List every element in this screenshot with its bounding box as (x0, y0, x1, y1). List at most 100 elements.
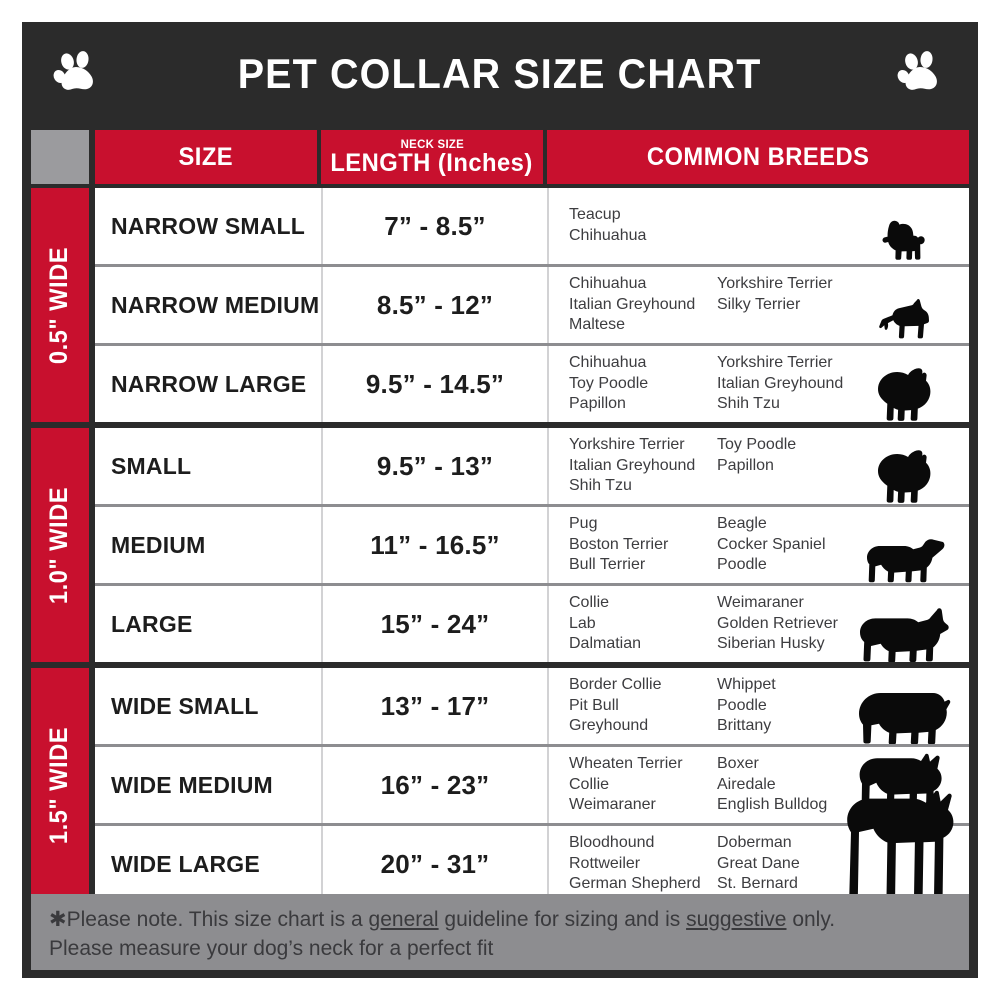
header-cell-length: NECK SIZE LENGTH (Inches) (321, 130, 543, 184)
size-group: 1.5" WIDE WIDE SMALL 13” - 17” Border Colli… (22, 668, 978, 902)
cell-common-breeds: Collie Lab Dalmatian Weimaraner Golden Retri… (547, 586, 969, 662)
breed-list-column: Chihuahua Toy Poodle Papillon (569, 353, 717, 415)
table-row[interactable]: WIDE SMALL 13” - 17” Border Collie Pit Bull… (95, 668, 969, 744)
cell-common-breeds: Yorkshire Terrier Italian Greyhound Shih T… (547, 428, 969, 504)
breed-name: Papillon (717, 456, 774, 474)
breed-list-column: Chihuahua Italian Greyhound Maltese (569, 274, 717, 336)
breed-name: Yorkshire Terrier (717, 274, 833, 292)
paw-print-icon (53, 51, 93, 90)
cell-size-name: NARROW LARGE (111, 370, 307, 397)
breed-name: Collie (569, 775, 610, 793)
cell-size-name: SMALL (111, 452, 192, 479)
cell-size-name: NARROW SMALL (111, 212, 306, 239)
breed-list-column: Border Collie Pit Bull Greyhound (569, 675, 717, 737)
cell-neck-length: 9.5” - 14.5” (321, 346, 547, 422)
cell-size-name: WIDE SMALL (111, 692, 259, 719)
group-width-band: 1.0" WIDE (31, 428, 89, 662)
size-group: 1.0" WIDE SMALL 9.5” - 13” Yorkshire Terrie… (22, 428, 978, 662)
header-size-label: SIZE (178, 142, 234, 171)
breed-name: Yorkshire Terrier (717, 353, 833, 371)
footer-note: ✱Please note. This size chart is a gener… (31, 894, 969, 970)
breed-name: Siberian Husky (717, 635, 825, 653)
breed-name: Boston Terrier (569, 535, 669, 553)
cell-common-breeds: Wheaten Terrier Collie Weimaraner Boxer Aire… (547, 747, 969, 823)
breed-name: Beagle (717, 514, 767, 532)
cell-size-name: LARGE (111, 610, 193, 637)
breed-list-column: Weimaraner Golden Retriever Siberian Husky (717, 593, 865, 655)
cell-common-breeds: Chihuahua Toy Poodle Papillon Yorkshire Ter… (547, 346, 969, 422)
page-title: PET COLLAR SIZE CHART (238, 50, 762, 97)
breed-name: Dalmatian (569, 635, 642, 653)
breed-list-column: Yorkshire Terrier Italian Greyhound Shih T… (717, 353, 865, 415)
table-row[interactable]: NARROW LARGE 9.5” - 14.5” Chihuahua Toy Poo… (95, 343, 969, 422)
cell-size-name: NARROW MEDIUM (111, 291, 320, 318)
breed-name: German Shepherd (569, 875, 701, 893)
header-breeds-label: COMMON BREEDS (646, 142, 870, 171)
breed-name: Poodle (717, 696, 767, 714)
breed-columns: Pug Boston Terrier Bull Terrier Beagle Cocke… (549, 514, 865, 576)
breed-name: Italian Greyhound (569, 456, 696, 474)
footer-underline-general: general (368, 908, 439, 931)
breed-name: St. Bernard (717, 875, 798, 893)
breed-name: Weimaraner (717, 593, 804, 611)
table-row[interactable]: NARROW SMALL 7” - 8.5” Teacup Chihuahua (95, 188, 969, 264)
breed-list-column: Doberman Great Dane St. Bernard (717, 833, 865, 895)
breed-columns: Yorkshire Terrier Italian Greyhound Shih T… (549, 435, 865, 497)
breed-name: Bloodhound (569, 833, 655, 851)
footer-line-1: ✱Please note. This size chart is a gener… (49, 906, 951, 935)
cell-common-breeds: Bloodhound Rottweiler German Shepherd Dober… (547, 790, 969, 902)
breed-name: Whippet (717, 675, 776, 693)
breed-name: Maltese (569, 316, 626, 334)
breed-name: Great Dane (717, 854, 800, 872)
breed-list-column: Yorkshire Terrier Italian Greyhound Shih T… (569, 435, 717, 497)
table-row[interactable]: MEDIUM 11” - 16.5” Pug Boston Terrier Bull T… (95, 504, 969, 583)
cell-neck-length: 7” - 8.5” (321, 188, 547, 264)
breed-name: Wheaten Terrier (569, 754, 683, 772)
breed-name: Teacup (569, 206, 621, 224)
table-row[interactable]: LARGE 15” - 24” Collie Lab Dalmatian Weimaran… (95, 583, 969, 662)
breed-name: Chihuahua (569, 227, 647, 244)
breed-name: Italian Greyhound (717, 374, 844, 392)
breed-name: Poodle (717, 556, 767, 574)
breed-list-column: Boxer Airedale English Bulldog (717, 754, 865, 816)
group-width-label: 1.0" WIDE (45, 486, 74, 604)
group-width-label: 1.5" WIDE (45, 726, 74, 844)
footer-text-b: guideline for sizing and is (438, 908, 687, 931)
breed-name: Weimaraner (569, 796, 656, 814)
cell-size-name: MEDIUM (111, 531, 206, 558)
breed-list-column: Whippet Poodle Brittany (717, 675, 865, 737)
chart-frame: PET COLLAR SIZE CHART SIZE NECK SIZE LEN… (22, 22, 978, 978)
breed-name: Yorkshire Terrier (569, 435, 685, 453)
breed-name: Italian Greyhound (569, 295, 696, 313)
table-row[interactable]: SMALL 9.5” - 13” Yorkshire Terrier Italian … (95, 428, 969, 504)
breed-name: Shih Tzu (569, 477, 632, 495)
breed-name: Boxer (717, 754, 759, 772)
header-cell-breeds: COMMON BREEDS (547, 130, 969, 184)
breed-name: Brittany (717, 717, 772, 735)
breed-columns: Border Collie Pit Bull Greyhound Whippet Poo… (549, 675, 865, 737)
breed-name: Shih Tzu (717, 395, 780, 413)
table-row[interactable]: WIDE MEDIUM 16” - 23” Wheaten Terrier Colli… (95, 744, 969, 823)
breed-columns: Chihuahua Italian Greyhound Maltese Yorkshi… (549, 274, 865, 336)
table-row[interactable]: NARROW MEDIUM 8.5” - 12” Chihuahua Italian … (95, 264, 969, 343)
breed-list-column: Collie Lab Dalmatian (569, 593, 717, 655)
breed-name: English Bulldog (717, 796, 828, 814)
breed-name: Doberman (717, 833, 792, 851)
breed-name: Greyhound (569, 717, 649, 735)
group-width-label: 0.5" WIDE (45, 246, 74, 364)
table-row[interactable]: WIDE LARGE 20” - 31” Bloodhound Rottweiler G… (95, 790, 969, 902)
header-length-label: LENGTH (Inches) (330, 149, 534, 177)
breed-list-column: Beagle Cocker Spaniel Poodle (717, 514, 865, 576)
breed-list-column: Bloodhound Rottweiler German Shepherd (569, 833, 717, 895)
breed-columns: Wheaten Terrier Collie Weimaraner Boxer Aire… (549, 754, 865, 816)
group-width-band: 1.5" WIDE (31, 668, 89, 902)
breed-name: Rottweiler (569, 854, 641, 872)
group-rows: SMALL 9.5” - 13” Yorkshire Terrier Italian … (95, 428, 969, 662)
size-group: 0.5" WIDE NARROW SMALL 7” - 8.5” Teacup Chih… (22, 188, 978, 422)
breed-list-column: Teacup Chihuahua (569, 205, 717, 247)
cell-neck-length: 11” - 16.5” (321, 507, 547, 583)
title-bar: PET COLLAR SIZE CHART (22, 22, 978, 126)
header-length-superlabel: NECK SIZE (400, 137, 464, 151)
breed-columns: Chihuahua Toy Poodle Papillon Yorkshire Ter… (549, 353, 865, 415)
